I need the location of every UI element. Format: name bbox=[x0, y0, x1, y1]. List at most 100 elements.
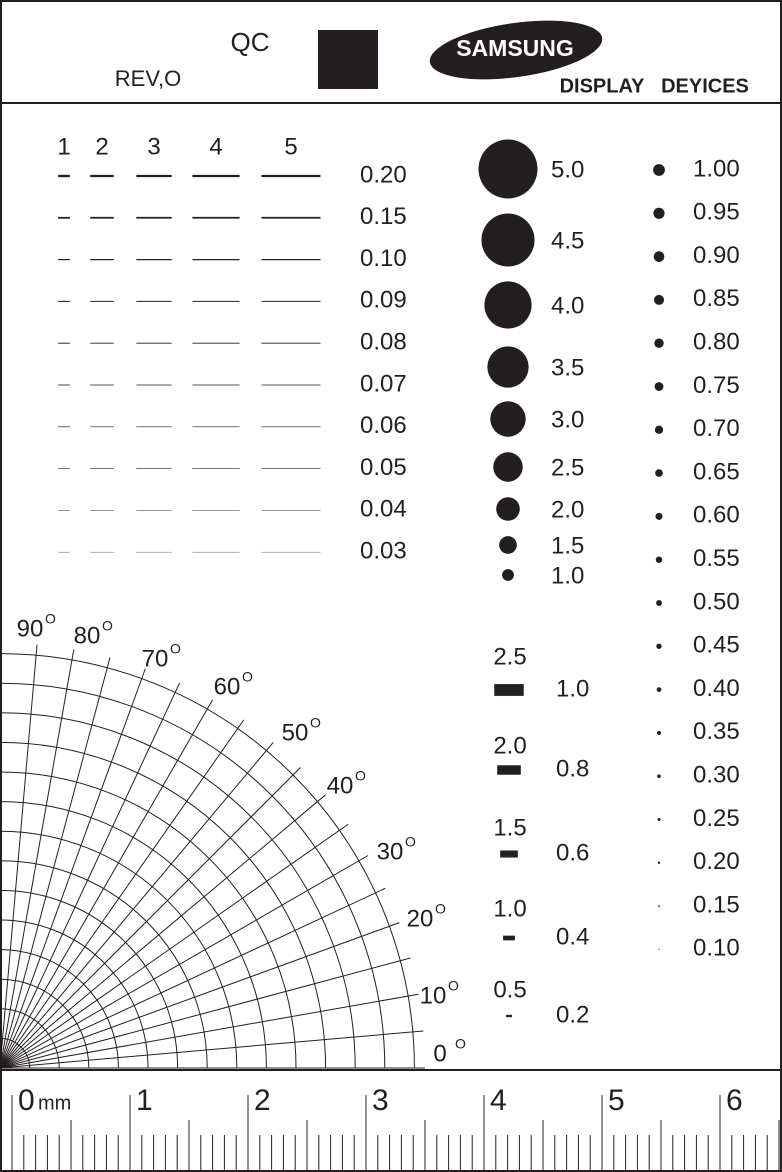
ruler-label: 6 bbox=[726, 1084, 743, 1117]
ruler-label: 3 bbox=[372, 1084, 389, 1117]
ruler-label: 2 bbox=[254, 1084, 271, 1117]
polar-ray bbox=[0, 668, 146, 1069]
gauge-dot bbox=[502, 569, 514, 581]
dot-label: 0.55 bbox=[693, 545, 740, 572]
angle-label: 80 bbox=[74, 622, 101, 649]
degree-mark: O bbox=[242, 669, 253, 685]
brand-name: SAMSUNG bbox=[456, 35, 574, 61]
dot-label: 1.00 bbox=[693, 155, 740, 182]
gauge-dot bbox=[656, 600, 662, 606]
degree-mark: O bbox=[310, 715, 321, 731]
angle-label: 70 bbox=[142, 645, 169, 672]
rect-length: 1.5 bbox=[493, 814, 526, 841]
dot-label: 0.95 bbox=[693, 199, 740, 226]
width-label: 0.20 bbox=[360, 161, 407, 188]
width-label: 0.15 bbox=[360, 203, 407, 230]
gauge-dot bbox=[653, 251, 665, 262]
gauge-dot bbox=[499, 536, 517, 554]
width-label: 0.09 bbox=[360, 287, 407, 314]
gauge-dot bbox=[656, 643, 662, 649]
degree-mark: O bbox=[455, 1036, 466, 1052]
dot-label: 0.60 bbox=[693, 502, 740, 529]
degree-mark: O bbox=[170, 641, 181, 657]
division-word: DEYICES bbox=[661, 75, 749, 97]
degree-mark: O bbox=[435, 901, 446, 917]
polar-ray bbox=[0, 649, 75, 1069]
polar-ray bbox=[0, 742, 274, 1069]
dot-label: 0.75 bbox=[693, 372, 740, 399]
dot-label: 0.40 bbox=[693, 675, 740, 702]
ruler-label: 1 bbox=[136, 1084, 153, 1117]
dot-label: 0.65 bbox=[693, 458, 740, 485]
angle-label: 90 bbox=[17, 615, 44, 642]
qc-label: QC bbox=[231, 27, 270, 57]
length-label: 2 bbox=[95, 133, 108, 160]
polar-ray bbox=[0, 644, 38, 1069]
length-label: 4 bbox=[209, 133, 222, 160]
degree-mark: O bbox=[405, 834, 416, 850]
gauge-dot bbox=[654, 425, 664, 434]
rect-width: 0.8 bbox=[556, 755, 589, 782]
gauge-rect bbox=[497, 765, 521, 775]
dot-label: 4.5 bbox=[551, 227, 584, 254]
gauge-dot bbox=[656, 687, 662, 692]
polar-ray bbox=[0, 657, 111, 1069]
polar-ray bbox=[0, 767, 301, 1069]
revision: REV,O bbox=[115, 66, 181, 91]
rect-length: 0.5 bbox=[493, 976, 526, 1003]
dot-label: 0.45 bbox=[693, 632, 740, 659]
ruler-label: 0 bbox=[18, 1084, 35, 1117]
division-word: DISPLAY bbox=[560, 75, 646, 97]
gauge-dot bbox=[657, 818, 661, 821]
dot-label: 5.0 bbox=[551, 156, 584, 183]
length-label: 3 bbox=[147, 133, 160, 160]
dot-label: 1.0 bbox=[551, 562, 584, 589]
dot-label: 3.0 bbox=[551, 406, 584, 433]
polar-ray bbox=[0, 957, 411, 1069]
gauge-dot bbox=[655, 512, 663, 520]
rect-length: 1.0 bbox=[493, 895, 526, 922]
gauge-dot bbox=[654, 338, 664, 348]
angle-label: 50 bbox=[282, 719, 309, 746]
polar-ray bbox=[0, 855, 369, 1069]
degree-mark: O bbox=[102, 618, 113, 634]
dot-label: 0.10 bbox=[693, 935, 740, 962]
degree-mark: O bbox=[45, 611, 56, 627]
degree-mark: O bbox=[448, 978, 459, 994]
gauge-dot bbox=[493, 452, 523, 482]
angle-label: 10 bbox=[420, 982, 447, 1009]
polar-ray bbox=[0, 719, 245, 1069]
width-label: 0.07 bbox=[360, 370, 407, 397]
ruler-unit: mm bbox=[38, 1092, 71, 1114]
polar-ray bbox=[0, 699, 213, 1069]
gauge-dot bbox=[655, 556, 663, 563]
gauge-dot bbox=[490, 401, 526, 437]
dot-label: 0.70 bbox=[693, 415, 740, 442]
rect-length: 2.0 bbox=[493, 732, 526, 759]
polar-ray bbox=[0, 682, 181, 1069]
width-label: 0.08 bbox=[360, 329, 407, 356]
dot-label: 0.30 bbox=[693, 762, 740, 789]
width-label: 0.05 bbox=[360, 454, 407, 481]
width-label: 0.04 bbox=[360, 496, 407, 523]
length-label: 1 bbox=[57, 133, 70, 160]
gauge-dot bbox=[657, 774, 661, 778]
polar-ray bbox=[0, 794, 326, 1069]
width-label: 0.10 bbox=[360, 245, 407, 272]
width-label: 0.03 bbox=[360, 538, 407, 565]
gauge-rect bbox=[494, 684, 524, 696]
rect-width: 0.2 bbox=[556, 1001, 589, 1028]
dot-label: 0.25 bbox=[693, 805, 740, 832]
gauge-dot bbox=[656, 730, 662, 735]
polar-ray bbox=[0, 887, 386, 1069]
polar-ray bbox=[0, 993, 419, 1069]
polar-ray bbox=[0, 1030, 424, 1069]
dot-label: 3.5 bbox=[551, 354, 584, 381]
dot-label: 0.80 bbox=[693, 329, 740, 356]
dot-label: 4.0 bbox=[551, 292, 584, 319]
dot-label: 0.90 bbox=[693, 242, 740, 269]
degree-mark: O bbox=[355, 768, 366, 784]
gauge-rect bbox=[506, 1014, 512, 1018]
gauge-dot bbox=[487, 346, 529, 388]
